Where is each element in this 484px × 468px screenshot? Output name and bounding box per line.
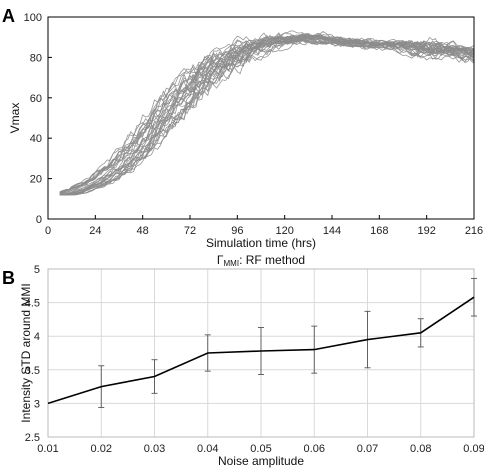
panel-b-y-tick-label: 2.5 [25, 432, 40, 444]
panel-a-ensemble-line [59, 35, 475, 196]
panel-a-ensemble [59, 30, 475, 196]
panel-a-ensemble-line [59, 35, 475, 194]
panel-a-x-ticks: 0 24 48 72 96 120 144 168 192 216 [45, 215, 483, 237]
panel-a-x-tick-label: 168 [370, 225, 388, 237]
panel-b-y-tick-label: 5 [34, 264, 40, 276]
panel-a-x-tick-label: 72 [184, 225, 196, 237]
panel-a-x-tick-label: 24 [89, 225, 101, 237]
panel-a-plot-frame [47, 16, 475, 220]
panel-b-x-tick-label: 0.01 [37, 443, 58, 455]
panel-a-x-tick-label: 48 [137, 225, 149, 237]
panel-b-y-tick-label: 4 [34, 331, 40, 343]
panel-b-x-axis-label: Noise amplitude [218, 454, 304, 468]
panel-a-x-tick-label: 0 [45, 225, 51, 237]
panel-b-y-tick-label: 3.5 [25, 365, 40, 377]
panel-a-label: A [2, 6, 15, 26]
panel-b-x-tick-label: 0.09 [463, 443, 484, 455]
panel-b-y-tick-label: 3 [34, 398, 40, 410]
panel-b-error-bars [98, 277, 477, 408]
panel-b-title-subscript: MMI [224, 259, 240, 268]
panel-a-y-tick-label: 40 [30, 133, 42, 145]
panel-a-x-axis-label: Simulation time (hrs) [206, 236, 316, 250]
panel-a-ensemble-line [59, 34, 475, 195]
panel-a-ensemble-line [59, 32, 474, 195]
panel-b-x-tick-label: 0.07 [357, 443, 378, 455]
panel-a-y-ticks: 0 20 40 60 80 100 [24, 12, 52, 226]
panel-b-label: B [2, 268, 15, 288]
panel-b-y-tick-label: 4.5 [25, 298, 40, 310]
panel-a-ensemble-line [59, 32, 475, 196]
panel-a-x-tick-label: 120 [275, 225, 293, 237]
panel-b-y-axis-label: Intensity STD around MMI [19, 283, 33, 422]
panel-b: B ΓMMI: RF method 0.01 0.02 0.03 0.04 0.05 0.… [2, 253, 484, 468]
panel-b-plot-frame [47, 268, 475, 438]
panel-a-y-tick-label: 100 [24, 12, 42, 24]
panel-b-x-ticks: 0.01 0.02 0.03 0.04 0.05 0.06 0.07 0.08 0.09 [37, 443, 484, 455]
panel-a-x-tick-label: 96 [231, 225, 243, 237]
panel-a: A 0 24 48 72 96 120 144 168 192 216 020406080100 … [2, 6, 483, 250]
panel-a-x-tick-label: 216 [465, 225, 483, 237]
panel-a-ensemble-line [59, 36, 475, 194]
panel-a-y-axis-label: Vmax [8, 103, 22, 134]
panel-b-series-line [47, 296, 475, 405]
panel-a-x-tick-label: 192 [417, 225, 435, 237]
panel-b-x-tick-label: 0.02 [91, 443, 112, 455]
panel-b-y-ticks: 2.5 3 3.5 4 4.5 5 [25, 264, 40, 444]
panel-b-x-tick-label: 0.03 [144, 443, 165, 455]
panel-a-ensemble-line [59, 37, 475, 194]
panel-a-ensemble-line [59, 31, 475, 196]
panel-b-title-rest: : RF method [239, 253, 305, 267]
panel-b-x-tick-label: 0.08 [410, 443, 431, 455]
panel-a-y-tick-label: 60 [30, 93, 42, 105]
panel-a-ensemble-line [59, 37, 475, 194]
panel-a-x-tick-label: 144 [323, 225, 341, 237]
panel-b-x-tick-label: 0.05 [250, 443, 271, 455]
panel-a-ensemble-line [59, 34, 475, 196]
panel-a-y-tick-label: 80 [30, 52, 42, 64]
panel-a-y-tick-label: 0 [36, 214, 42, 226]
panel-b-title-symbol: Γ [217, 253, 224, 267]
panel-b-title: ΓMMI: RF method [217, 253, 305, 268]
panel-a-y-tick-label: 20 [30, 174, 42, 186]
panel-b-x-tick-label: 0.06 [304, 443, 325, 455]
panel-b-x-tick-label: 0.04 [197, 443, 218, 455]
panel-a-ensemble-line [59, 34, 475, 196]
